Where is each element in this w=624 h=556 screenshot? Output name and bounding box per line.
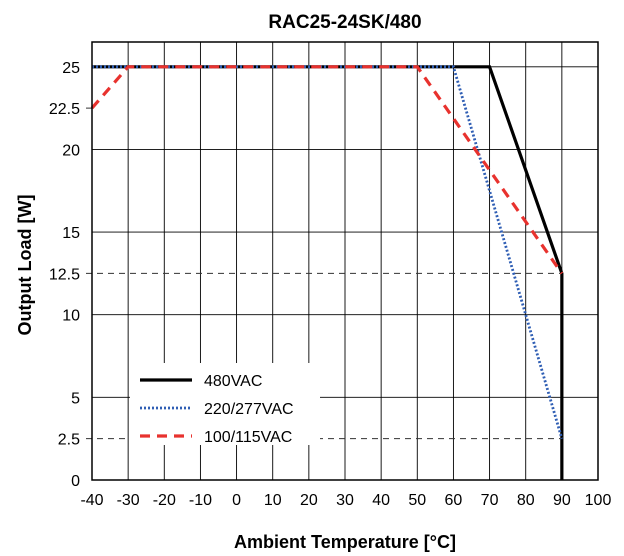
x-tick-label: 20	[300, 492, 318, 509]
legend-label-0: 480VAC	[204, 373, 262, 390]
x-tick-label: 0	[232, 492, 241, 509]
y-tick-label: 0	[71, 473, 80, 490]
y-tick-label: 15	[62, 225, 80, 242]
series-line-2	[90, 65, 564, 275]
x-tick-label: -40	[80, 492, 103, 509]
x-tick-label: 70	[481, 492, 499, 509]
x-tick-label: 100	[585, 492, 612, 509]
y-axis-label: Output Load [W]	[15, 195, 35, 336]
x-tick-labels: -40 -30 -20 -10 0 10 20 30 40 50 60 70 80 90 100	[80, 492, 611, 509]
x-tick-label: 80	[517, 492, 535, 509]
legend: 480VAC 220/277VAC 100/115VAC	[130, 363, 320, 446]
legend-background	[130, 363, 320, 445]
y-tick-label: 2.5	[58, 432, 80, 449]
y-tick-label: 12.5	[49, 266, 80, 283]
chart-title: RAC25-24SK/480	[268, 12, 421, 33]
x-axis-label: Ambient Temperature [°C]	[234, 532, 456, 552]
x-tick-label: 30	[336, 492, 354, 509]
series-line-0	[92, 65, 564, 480]
y-tick-label: 22.5	[49, 101, 80, 118]
x-tick-label: 10	[264, 492, 282, 509]
y-tick-label: 25	[62, 60, 80, 77]
x-tick-label: 90	[553, 492, 571, 509]
x-tick-label: 50	[408, 492, 426, 509]
legend-label-1: 220/277VAC	[204, 401, 294, 418]
x-tick-label: 40	[372, 492, 390, 509]
y-tick-label: 20	[62, 142, 80, 159]
x-tick-label: 60	[445, 492, 463, 509]
series-group	[90, 65, 564, 480]
y-tick-label: 10	[62, 308, 80, 325]
y-tick-label: 5	[71, 390, 80, 407]
plot-frame	[91, 41, 599, 481]
y-tick-labels: 0 2.5 5 10 12.5 15 20 22.5 25	[49, 60, 80, 490]
x-tick-label: -10	[189, 492, 212, 509]
x-tick-label: -20	[153, 492, 176, 509]
x-tick-label: -30	[117, 492, 140, 509]
legend-label-2: 100/115VAC	[204, 429, 292, 446]
